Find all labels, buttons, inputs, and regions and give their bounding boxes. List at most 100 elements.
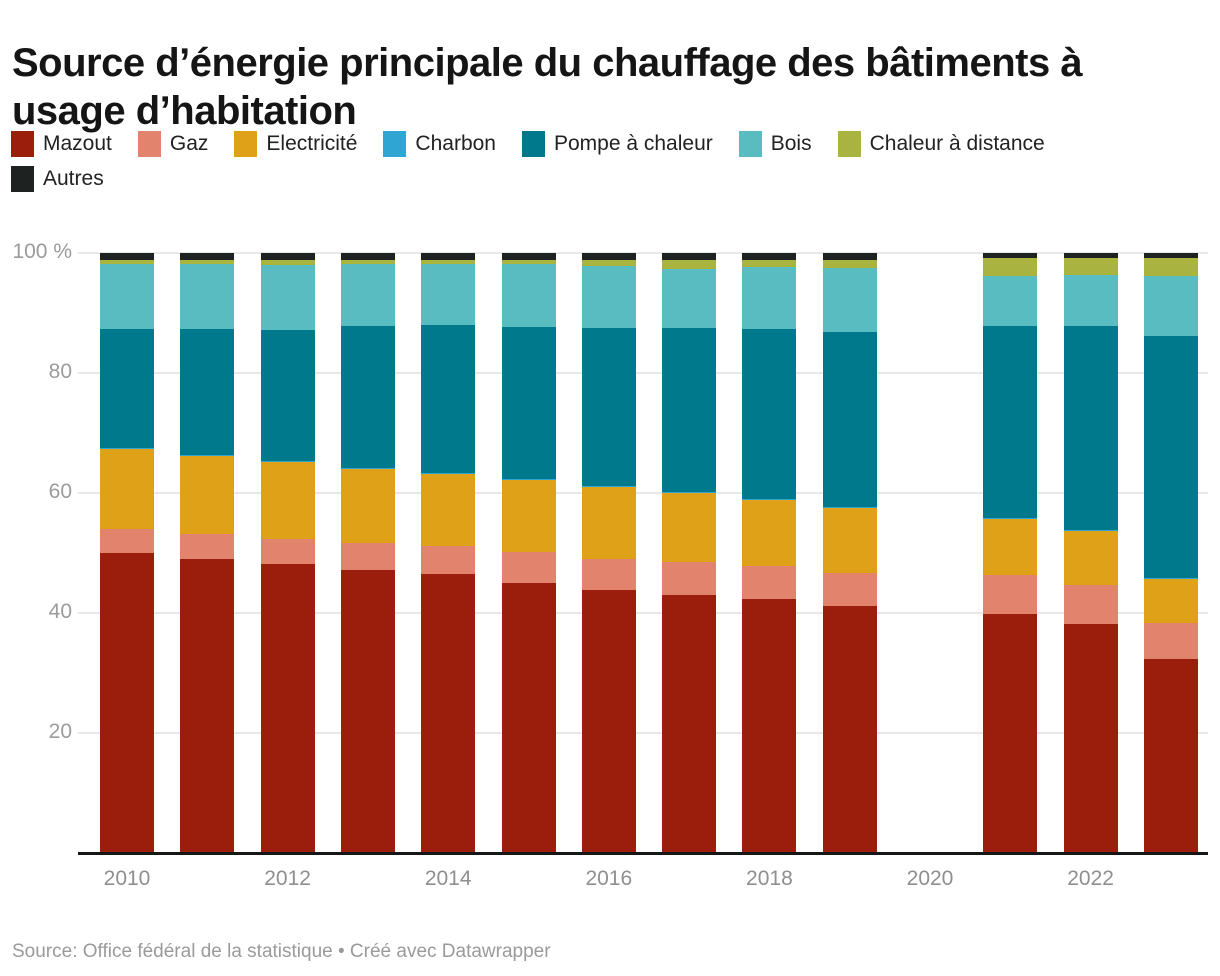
bar-segment-bois-2022[interactable] — [1063, 275, 1118, 327]
bar-segment-gaz-2012[interactable] — [260, 539, 315, 565]
bar-segment-mazout-2015[interactable] — [501, 583, 556, 853]
bar-segment-bois-2019[interactable] — [822, 268, 877, 332]
bar-segment-electricite-2015[interactable] — [501, 480, 556, 553]
bar-segment-chaleur-a-distance-2010[interactable] — [100, 259, 154, 264]
bar-segment-chaleur-a-distance-2022[interactable] — [1063, 258, 1118, 276]
bar-segment-electricite-2013[interactable] — [340, 469, 395, 543]
bar-segment-autres-2018[interactable] — [742, 253, 797, 260]
bar-segment-bois-2015[interactable] — [501, 264, 556, 327]
bar-segment-pompe-a-chaleur-2016[interactable] — [581, 328, 636, 486]
bar-segment-mazout-2014[interactable] — [421, 574, 476, 853]
bar-segment-pompe-a-chaleur-2014[interactable] — [421, 325, 476, 473]
bar-segment-chaleur-a-distance-2018[interactable] — [742, 259, 797, 268]
bar-segment-autres-2012[interactable] — [260, 253, 315, 260]
bar-segment-pompe-a-chaleur-2019[interactable] — [822, 331, 877, 507]
bar-segment-mazout-2023[interactable] — [1143, 658, 1198, 853]
bar-segment-charbon-2022[interactable] — [1063, 530, 1118, 531]
bar-segment-gaz-2018[interactable] — [742, 566, 797, 600]
bar-segment-autres-2013[interactable] — [340, 253, 395, 260]
bar-segment-charbon-2015[interactable] — [501, 479, 556, 481]
bar-segment-bois-2023[interactable] — [1143, 276, 1198, 337]
bar-segment-charbon-2016[interactable] — [581, 485, 636, 487]
bar-segment-gaz-2022[interactable] — [1063, 585, 1118, 624]
bar-segment-bois-2018[interactable] — [742, 267, 797, 329]
bar-segment-pompe-a-chaleur-2013[interactable] — [340, 325, 395, 468]
bar-segment-autres-2021[interactable] — [983, 253, 1038, 259]
bar-segment-autres-2023[interactable] — [1143, 253, 1198, 259]
bar-segment-bois-2017[interactable] — [662, 268, 717, 328]
bar-segment-bois-2013[interactable] — [340, 263, 395, 326]
bar-segment-charbon-2021[interactable] — [983, 518, 1038, 519]
bar-segment-charbon-2013[interactable] — [340, 467, 395, 469]
bar-segment-chaleur-a-distance-2015[interactable] — [501, 259, 556, 265]
bar-segment-electricite-2016[interactable] — [581, 487, 636, 559]
bar-segment-electricite-2011[interactable] — [180, 456, 235, 534]
bar-segment-gaz-2016[interactable] — [581, 559, 636, 590]
bar-segment-pompe-a-chaleur-2017[interactable] — [662, 328, 717, 493]
bar-segment-bois-2014[interactable] — [421, 263, 476, 325]
bar-segment-autres-2014[interactable] — [421, 253, 476, 260]
bar-segment-charbon-2011[interactable] — [180, 455, 235, 457]
bar-segment-chaleur-a-distance-2016[interactable] — [581, 259, 636, 266]
bar-segment-electricite-2017[interactable] — [662, 493, 717, 562]
bar-segment-bois-2012[interactable] — [260, 265, 315, 330]
bar-segment-mazout-2022[interactable] — [1063, 623, 1118, 853]
bar-segment-gaz-2013[interactable] — [340, 542, 395, 570]
bar-segment-mazout-2021[interactable] — [983, 614, 1038, 853]
bar-segment-chaleur-a-distance-2017[interactable] — [662, 260, 717, 269]
bar-segment-electricite-2019[interactable] — [822, 507, 877, 574]
bar-segment-gaz-2023[interactable] — [1143, 622, 1198, 659]
bar-segment-autres-2010[interactable] — [100, 253, 154, 260]
bar-segment-charbon-2023[interactable] — [1143, 577, 1198, 579]
bar-segment-electricite-2010[interactable] — [100, 449, 154, 529]
bar-segment-gaz-2017[interactable] — [662, 562, 717, 595]
bar-segment-mazout-2016[interactable] — [581, 589, 636, 853]
bar-segment-gaz-2010[interactable] — [100, 529, 154, 553]
bar-segment-pompe-a-chaleur-2018[interactable] — [742, 328, 797, 499]
bar-segment-bois-2016[interactable] — [581, 265, 636, 328]
bar-segment-gaz-2019[interactable] — [822, 573, 877, 606]
bar-segment-bois-2010[interactable] — [100, 263, 154, 329]
bar-segment-chaleur-a-distance-2013[interactable] — [340, 259, 395, 264]
bar-segment-autres-2022[interactable] — [1063, 253, 1118, 259]
bar-segment-electricite-2012[interactable] — [260, 461, 315, 540]
bar-segment-pompe-a-chaleur-2022[interactable] — [1063, 326, 1118, 531]
bar-segment-charbon-2012[interactable] — [260, 460, 315, 462]
bar-segment-gaz-2015[interactable] — [501, 552, 556, 583]
bar-segment-pompe-a-chaleur-2023[interactable] — [1143, 336, 1198, 578]
bar-segment-electricite-2014[interactable] — [421, 473, 476, 547]
bar-segment-mazout-2018[interactable] — [742, 599, 797, 853]
bar-segment-mazout-2012[interactable] — [260, 564, 315, 853]
bar-segment-chaleur-a-distance-2023[interactable] — [1143, 258, 1198, 277]
bar-segment-chaleur-a-distance-2019[interactable] — [822, 259, 877, 268]
bar-segment-autres-2016[interactable] — [581, 253, 636, 260]
bar-segment-pompe-a-chaleur-2015[interactable] — [501, 326, 556, 480]
bar-segment-pompe-a-chaleur-2012[interactable] — [260, 329, 315, 461]
bar-segment-electricite-2021[interactable] — [983, 518, 1038, 576]
bar-segment-electricite-2022[interactable] — [1063, 530, 1118, 586]
bar-segment-charbon-2017[interactable] — [662, 492, 717, 493]
bar-segment-autres-2011[interactable] — [180, 253, 235, 260]
bar-segment-bois-2021[interactable] — [983, 275, 1038, 326]
bar-segment-electricite-2018[interactable] — [742, 499, 797, 567]
bar-segment-autres-2015[interactable] — [501, 253, 556, 260]
bar-segment-pompe-a-chaleur-2011[interactable] — [180, 328, 235, 456]
bar-segment-mazout-2017[interactable] — [662, 595, 717, 853]
bar-segment-chaleur-a-distance-2012[interactable] — [260, 259, 315, 265]
bar-segment-gaz-2014[interactable] — [421, 546, 476, 574]
bar-segment-charbon-2010[interactable] — [100, 448, 154, 450]
bar-segment-pompe-a-chaleur-2010[interactable] — [100, 328, 154, 448]
bar-segment-autres-2017[interactable] — [662, 253, 717, 261]
bar-segment-charbon-2018[interactable] — [742, 499, 797, 500]
bar-segment-bois-2011[interactable] — [180, 263, 235, 329]
bar-segment-chaleur-a-distance-2021[interactable] — [983, 258, 1038, 276]
bar-segment-mazout-2010[interactable] — [100, 553, 154, 853]
bar-segment-mazout-2011[interactable] — [180, 559, 235, 853]
bar-segment-autres-2019[interactable] — [822, 253, 877, 260]
bar-segment-chaleur-a-distance-2011[interactable] — [180, 259, 235, 264]
bar-segment-electricite-2023[interactable] — [1143, 578, 1198, 623]
bar-segment-charbon-2019[interactable] — [822, 506, 877, 508]
bar-segment-charbon-2014[interactable] — [421, 472, 476, 474]
bar-segment-mazout-2019[interactable] — [822, 605, 877, 853]
bar-segment-gaz-2011[interactable] — [180, 533, 235, 559]
